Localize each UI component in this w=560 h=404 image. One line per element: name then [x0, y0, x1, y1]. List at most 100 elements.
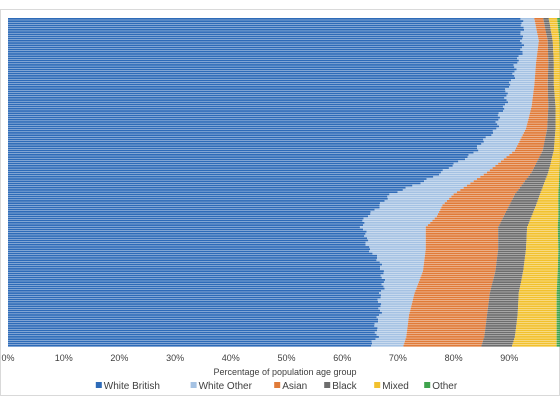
bar-segment-mixed	[544, 182, 559, 185]
bar-segment-white-british	[8, 292, 380, 294]
bar-segment-asian	[425, 226, 499, 229]
bar-segment-white-other	[381, 311, 410, 314]
bar-segment-white-british	[8, 327, 378, 330]
bar-segment-asian	[425, 243, 499, 246]
bar-segment-white-british	[8, 235, 365, 237]
bar-segment-asian	[438, 213, 505, 216]
bar-segment-mixed	[527, 228, 558, 231]
bar-segment-black	[548, 72, 554, 75]
bar-segment-asian	[424, 259, 497, 262]
bar-segment-white-other	[473, 151, 513, 154]
bar-segment-black	[498, 248, 527, 251]
bar-segment-asian	[529, 114, 548, 117]
bar-segment-white-other	[504, 96, 533, 99]
bar-segment-white-british	[8, 200, 385, 202]
bar-segment-mixed	[555, 105, 560, 108]
bar-segment-white-british	[8, 26, 524, 29]
bar-segment-asian	[423, 263, 497, 266]
bar-segment-mixed	[555, 110, 560, 112]
bar-segment-white-british	[8, 191, 398, 194]
bar-segment-black	[533, 167, 550, 169]
bar-segment-mixed	[554, 145, 560, 148]
bar-segment-white-other	[477, 145, 518, 148]
bar-segment-white-other	[522, 37, 539, 40]
bar-segment-black	[488, 303, 519, 305]
bar-segment-white-other	[412, 184, 467, 187]
bar-segment-white-british	[8, 81, 509, 84]
bar-segment-asian	[523, 132, 547, 134]
bar-segment-white-other	[380, 309, 411, 312]
bar-segment-mixed	[517, 316, 557, 319]
bar-segment-asian	[436, 215, 504, 218]
bar-segment-mixed	[553, 53, 560, 55]
bar-segment-asian	[528, 118, 548, 121]
bar-segment-white-other	[467, 156, 507, 158]
bar-segment-black	[528, 175, 547, 178]
bar-segment-asian	[412, 300, 489, 303]
bar-segment-white-british	[8, 132, 494, 134]
bar-segment-asian	[487, 171, 532, 174]
bar-segment-asian	[405, 338, 484, 341]
bar-segment-asian	[536, 26, 546, 29]
bar-segment-black	[491, 285, 521, 288]
bar-segment-black	[484, 333, 516, 336]
bar-segment-asian	[407, 322, 486, 325]
bar-segment-white-british	[8, 329, 378, 332]
bar-segment-asian	[410, 307, 488, 310]
bar-segment-asian	[515, 147, 544, 150]
bar-segment-asian	[536, 61, 549, 64]
bar-segment-black	[494, 274, 523, 277]
bar-segment-other	[558, 217, 560, 220]
bar-segment-other	[556, 322, 560, 325]
bar-segment-white-british	[8, 28, 525, 31]
bar-segment-white-british	[8, 156, 468, 158]
bar-segment-asian	[406, 331, 485, 334]
bar-segment-white-other	[378, 336, 407, 338]
bar-segment-white-other	[504, 107, 532, 110]
bar-segment-black	[511, 200, 538, 202]
bar-segment-white-other	[377, 327, 408, 330]
bar-segment-mixed	[551, 33, 559, 36]
bar-segment-white-other	[492, 129, 525, 132]
bar-segment-mixed	[547, 173, 560, 176]
bar-segment-asian	[425, 235, 499, 237]
bar-segment-asian	[495, 164, 535, 167]
bar-segment-mixed	[531, 215, 559, 218]
bar-segment-white-other	[383, 285, 418, 288]
bar-segment-other	[558, 26, 560, 29]
bar-segment-white-british	[8, 42, 522, 44]
bar-segment-white-british	[8, 129, 493, 132]
bar-segment-mixed	[555, 123, 560, 126]
bar-segment-other	[557, 228, 560, 231]
bar-segment-white-other	[503, 110, 531, 112]
bar-segment-white-other	[381, 276, 421, 279]
bar-segment-mixed	[518, 296, 557, 299]
bar-segment-white-british	[8, 145, 478, 148]
bar-segment-asian	[527, 121, 548, 123]
bar-segment-white-other	[514, 70, 536, 73]
legend-label: Mixed	[382, 381, 409, 392]
bar-segment-white-other	[518, 55, 537, 58]
bar-segment-black	[543, 147, 555, 150]
bar-segment-mixed	[554, 85, 560, 88]
bar-segment-black	[547, 44, 553, 47]
bar-segment-mixed	[551, 160, 560, 163]
bar-segment-white-british	[8, 20, 524, 22]
bar-segment-asian	[519, 140, 545, 143]
bar-segment-white-british	[8, 296, 381, 299]
bar-segment-other	[558, 248, 560, 251]
bar-segment-white-other	[365, 243, 426, 246]
bar-segment-mixed	[523, 268, 558, 270]
bar-segment-black	[481, 344, 513, 347]
bar-segment-mixed	[524, 259, 559, 262]
bar-segment-mixed	[517, 309, 557, 312]
bar-segment-mixed	[554, 143, 560, 145]
bar-segment-white-other	[523, 26, 537, 29]
bar-segment-white-british	[8, 149, 479, 152]
bar-segment-white-british	[8, 68, 517, 71]
bar-segment-other	[556, 325, 560, 327]
bar-segment-mixed	[525, 252, 559, 255]
bar-segment-black	[547, 90, 555, 93]
bar-segment-white-british	[8, 50, 523, 53]
bar-segment-mixed	[555, 103, 560, 106]
